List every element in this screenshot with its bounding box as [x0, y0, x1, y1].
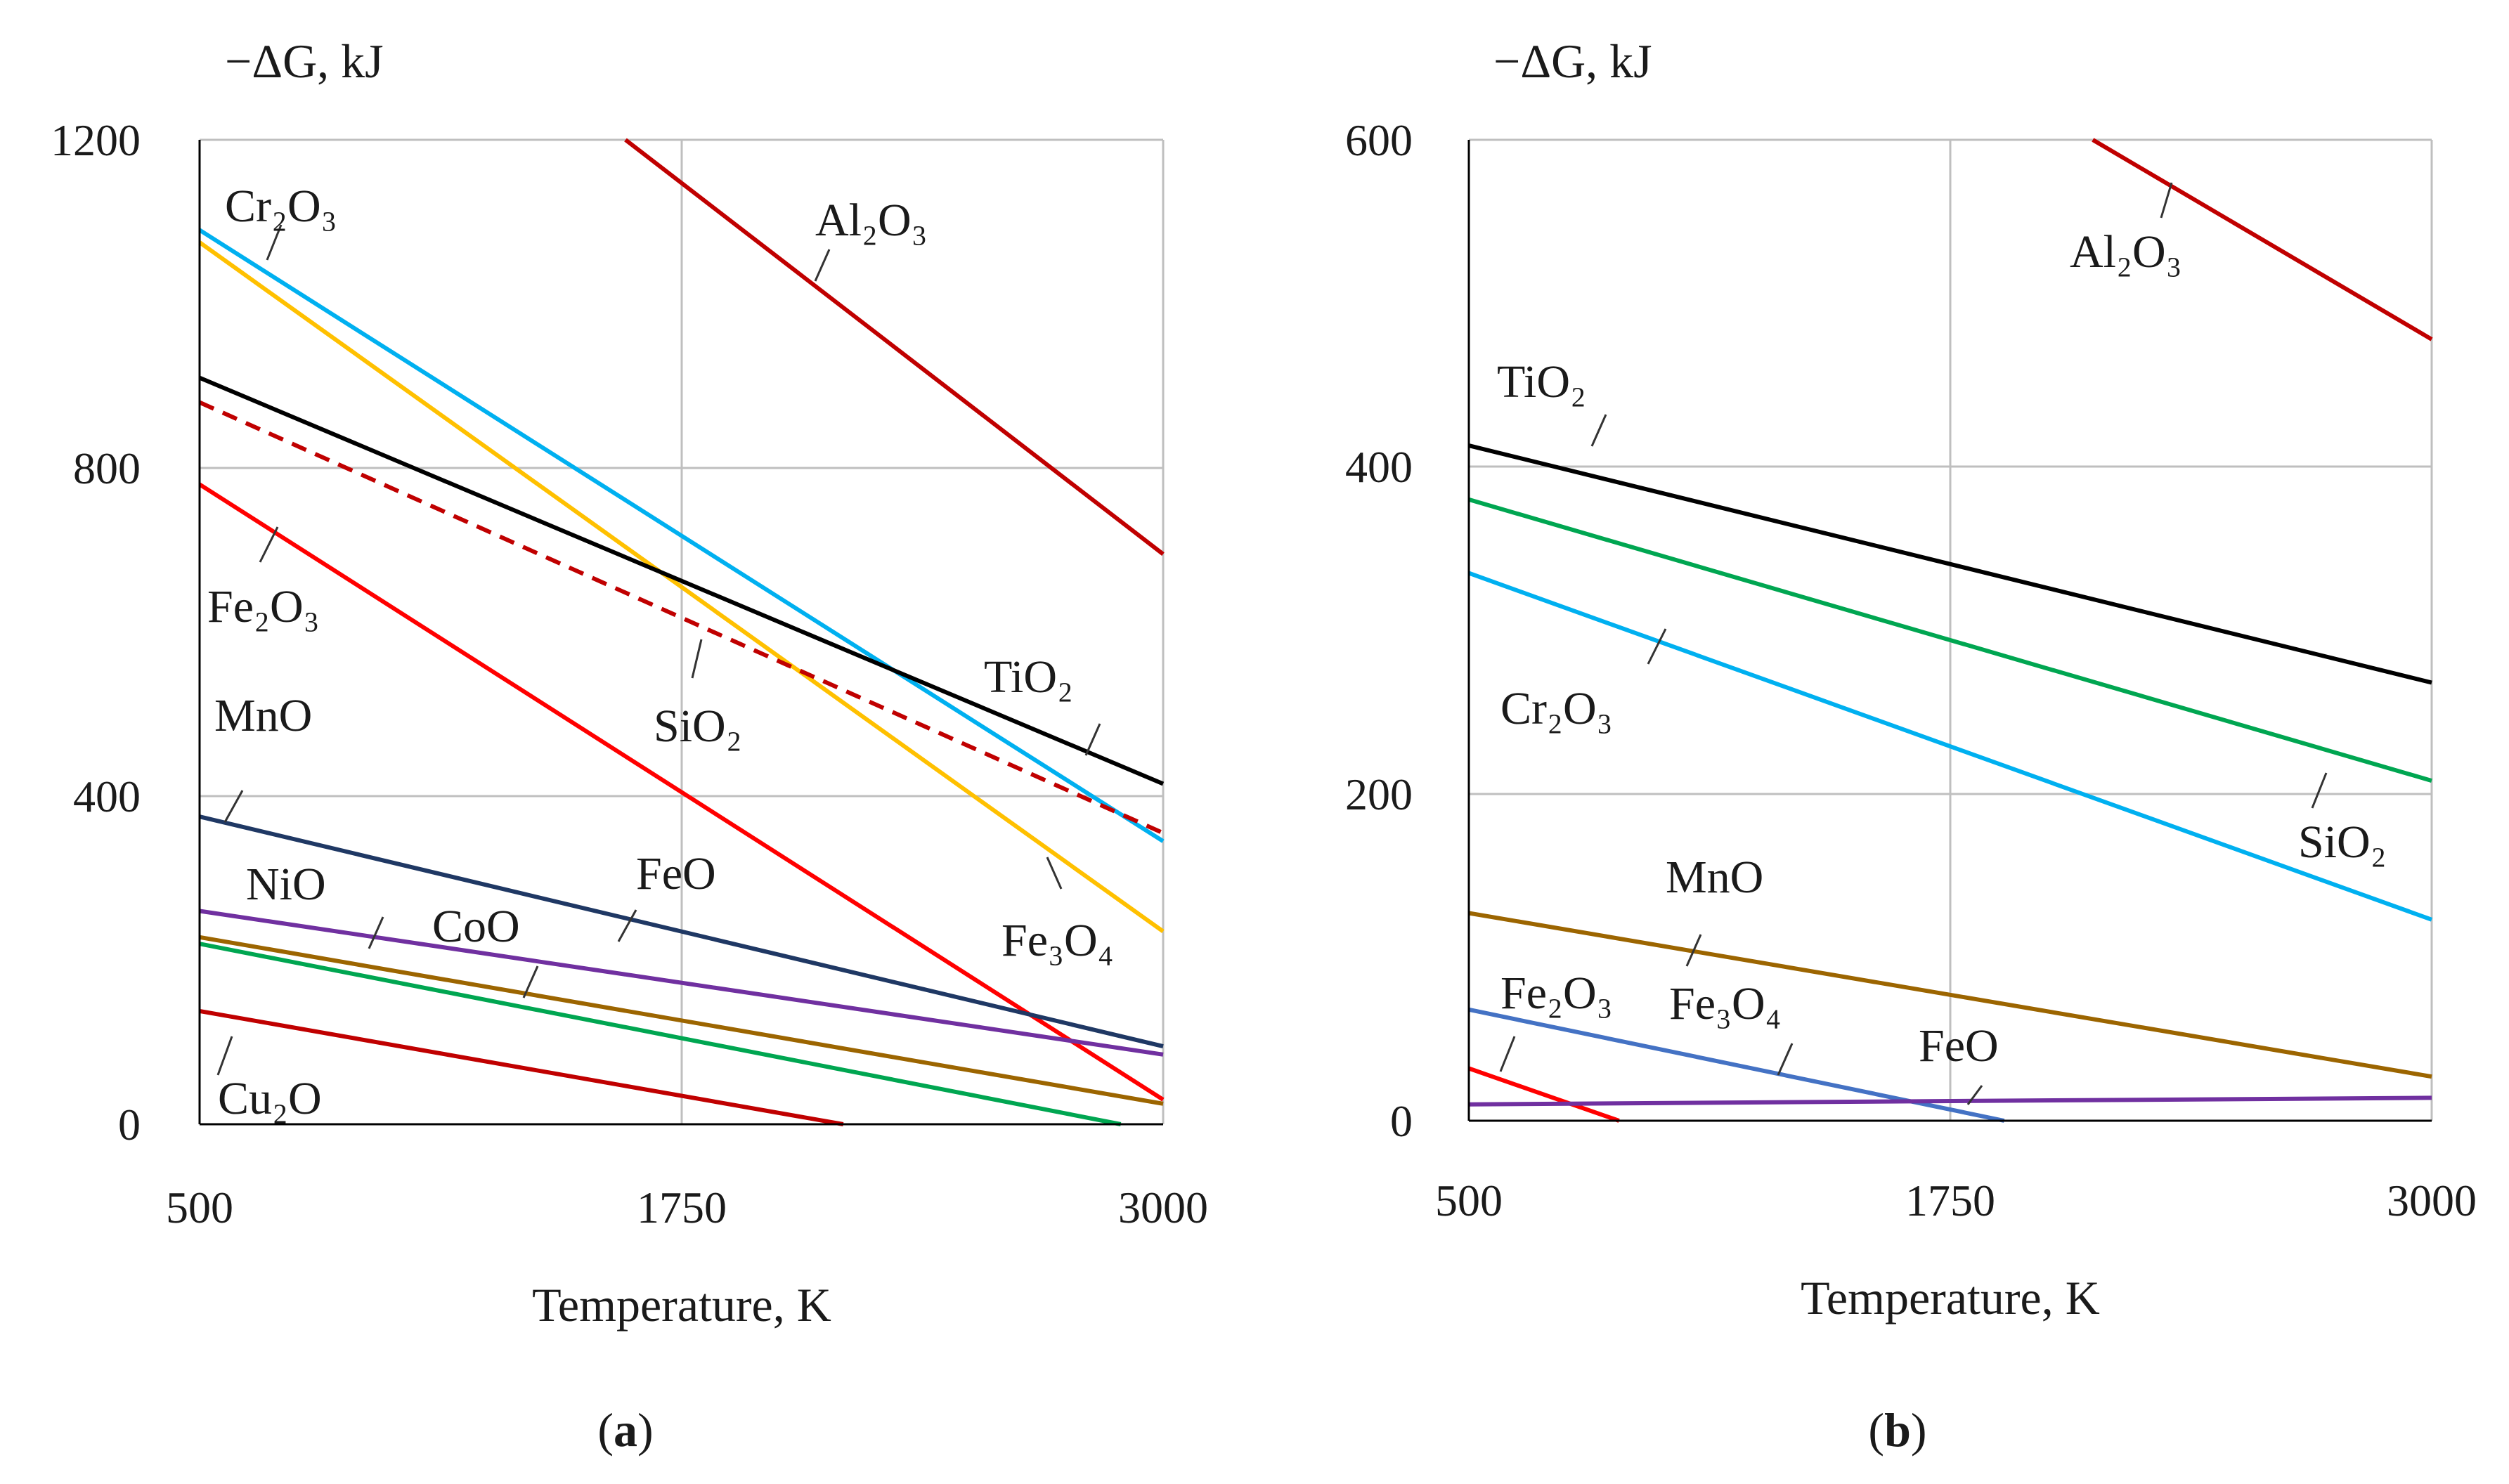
chart-a-xtick-3000: 3000: [1118, 1183, 1208, 1232]
chart-a-label-al2o3: Al₂O₃: [815, 195, 928, 246]
chart-a-panel-label: (a): [597, 1403, 653, 1457]
chart-b-line-al2o3: [2092, 138, 2433, 341]
chart-b-line-cr2o3: [1467, 571, 2433, 922]
chart-a-label-cr2o3: Cr₂O₃: [225, 181, 337, 232]
chart-a-leader-tio2: [1084, 723, 1101, 756]
chart-a-label-leaders: [216, 224, 1101, 1076]
chart-b-label-feo: FeO: [1919, 1020, 1999, 1072]
chart-a-leader-mno: [223, 790, 244, 823]
chart-a-leader-sio2: [691, 639, 703, 679]
chart-a-leader-cu2o: [216, 1036, 233, 1076]
chart-a-label-feo: FeO: [636, 848, 716, 899]
chart-b-panel-letter: b: [1884, 1403, 1911, 1457]
chart-b-leader-cr2o3: [1647, 628, 1667, 665]
chart-a-label-sio2: SiO₂: [654, 701, 742, 752]
chart-b-panel-label: (b): [1868, 1403, 1926, 1457]
chart-a-ytick-1200: 1200: [51, 115, 141, 165]
chart-b-ytick-0: 0: [1390, 1096, 1413, 1146]
chart-b-xtick-1750: 1750: [1905, 1176, 1995, 1225]
chart-a-ytick-0: 0: [118, 1100, 141, 1150]
chart-a-line-tio2: [198, 375, 1165, 786]
chart-b-label-mno: MnO: [1666, 852, 1763, 903]
chart-b-ytick-200: 200: [1345, 769, 1413, 819]
chart-a-series-labels: Al₂O₃ Cr₂O₃ Fe₂O₃ SiO₂ TiO₂ MnO NiO CoO …: [207, 181, 1114, 1124]
chart-b-label-leaders: [1499, 182, 2328, 1105]
chart-b-leader-al2o3: [2160, 182, 2173, 219]
chart-b-label-fe2o3: Fe₂O₃: [1500, 968, 1613, 1019]
chart-a-label-nio: CoO: [432, 901, 520, 952]
chart-a-series: [198, 138, 1165, 1126]
chart-b-line-fe2o3: [1468, 1066, 1620, 1123]
chart-a-line-fe3o4: [198, 240, 1165, 934]
chart-a-leader-feo: [617, 909, 637, 942]
chart-b-axes: [1467, 140, 2432, 1122]
chart-a-line-mno: [199, 814, 1164, 1049]
chart-b-label-sio2: SiO₂: [2298, 816, 2387, 868]
chart-a-yticks: 0 400 800 1200: [51, 115, 141, 1150]
chart-b-label-tio2: TiO₂: [1497, 356, 1586, 408]
chart-b-xlabel: Temperature, K: [1801, 1271, 2100, 1324]
chart-b-leader-fe3o4: [1777, 1043, 1794, 1076]
chart-a-leader-fe2o3: [259, 526, 279, 563]
chart-a-line-cr2o3: [198, 228, 1165, 843]
chart-a-ytick-800: 800: [73, 443, 141, 493]
chart-a-leader-nio: [522, 965, 539, 998]
chart-b-xticks: 500 1750 3000: [1435, 1176, 2477, 1225]
chart-b-ytick-400: 400: [1345, 442, 1413, 492]
chart-a-label-tio2: TiO₂: [984, 651, 1073, 703]
chart-b-leader-tio2: [1590, 414, 1607, 447]
chart-a-xtick-500: 500: [166, 1183, 233, 1232]
chart-a-label-coo: NiO: [246, 859, 326, 910]
chart-a-panel-letter: a: [614, 1403, 637, 1457]
chart-b-leader-sio2: [2311, 772, 2328, 809]
chart-b-leader-mno: [1685, 934, 1702, 967]
chart-a-label-fe3o4: Fe₃O₄: [1001, 915, 1114, 966]
chart-a-xticks: 500 1750 3000: [166, 1183, 1208, 1232]
chart-b-line-mno: [1468, 911, 2432, 1079]
chart-panel-b: −ΔG, kJ 0 200 400 600: [1345, 34, 2477, 1457]
chart-a-axes: [198, 140, 1163, 1126]
chart-b-grid: [1469, 138, 2433, 1121]
chart-a-line-nio: [199, 942, 1122, 1126]
chart-b-label-al2o3: Al₂O₃: [2070, 226, 2182, 278]
chart-b-ytick-600: 600: [1345, 115, 1413, 165]
chart-panel-a: −ΔG, kJ 0 400 800: [51, 34, 1208, 1457]
chart-a-label-fe2o3: Fe₂O₃: [207, 581, 320, 632]
chart-a-line-feo: [199, 909, 1164, 1057]
chart-a-ylabel: −ΔG, kJ: [225, 34, 384, 88]
chart-b-series: [1467, 138, 2433, 1123]
chart-a-xlabel: Temperature, K: [532, 1278, 831, 1332]
chart-a-leader-cr2o3: [266, 224, 283, 261]
chart-a-grid: [200, 138, 1165, 1124]
chart-b-label-fe3o4: Fe₃O₄: [1669, 978, 1782, 1029]
chart-b-leader-fe2o3: [1499, 1036, 1516, 1072]
chart-a-leader-fe3o4: [1046, 857, 1063, 890]
chart-b-xtick-500: 500: [1435, 1176, 1503, 1225]
chart-a-label-cu2o: Cu₂O: [218, 1073, 322, 1124]
chart-a-line-cu2o: [199, 1008, 844, 1126]
chart-a-leader-coo: [368, 916, 384, 949]
chart-b-series-labels: Al₂O₃ TiO₂ Cr₂O₃ SiO₂ MnO Fe₂O₃ Fe₃O₄ Fe…: [1497, 226, 2387, 1072]
chart-b-label-cr2o3: Cr₂O₃: [1500, 683, 1613, 734]
chart-b-xtick-3000: 3000: [2387, 1176, 2477, 1225]
chart-a-ytick-400: 400: [73, 772, 141, 821]
chart-b-ylabel: −ΔG, kJ: [1493, 34, 1652, 88]
chart-a-line-al2o3: [624, 138, 1165, 556]
chart-b-line-tio2: [1468, 443, 2432, 685]
chart-a-xtick-1750: 1750: [637, 1183, 727, 1232]
chart-b-line-feo: [1468, 1095, 2432, 1107]
chart-b-leader-feo: [1966, 1085, 1983, 1105]
chart-b-yticks: 0 200 400 600: [1345, 115, 1413, 1146]
chart-b-line-sio2: [1468, 497, 2432, 783]
chart-a-label-mno: MnO: [214, 690, 312, 741]
chart-a-line-fe2o3: [198, 482, 1165, 1102]
chart-a-leader-al2o3: [814, 249, 831, 282]
chart-a-line-coo: [199, 935, 1164, 1106]
